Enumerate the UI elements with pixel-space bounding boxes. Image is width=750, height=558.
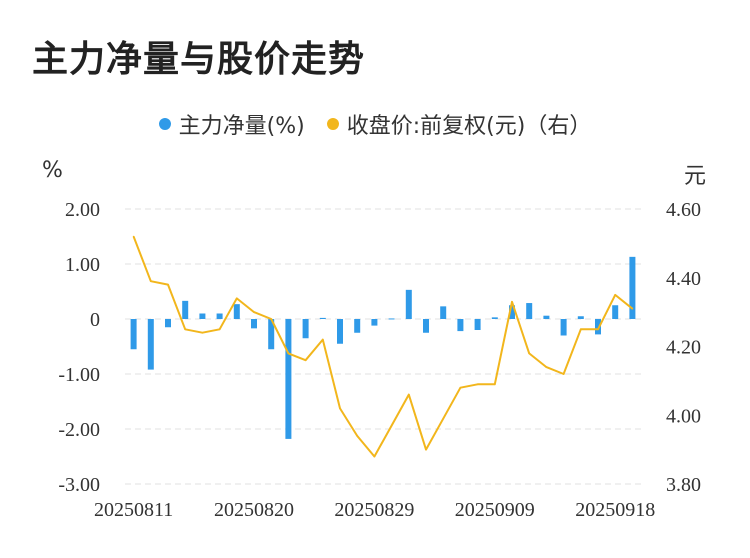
bar (543, 315, 550, 319)
price-point (545, 366, 548, 368)
bar (577, 316, 584, 319)
price-point (597, 328, 599, 331)
left-tick-label: 1.00 (65, 254, 100, 276)
price-point (167, 283, 169, 286)
bar (560, 319, 567, 336)
right-tick-label: 4.00 (666, 405, 701, 427)
left-tick-label: -2.00 (58, 419, 100, 441)
price-point (631, 307, 634, 310)
price-point (356, 435, 359, 437)
right-axis-unit: 元 (684, 164, 707, 189)
bar (165, 319, 171, 328)
price-point (408, 393, 410, 396)
right-tick-label: 4.20 (666, 337, 701, 359)
bar (474, 319, 481, 330)
bar (233, 304, 240, 319)
left-axis-unit: % (42, 158, 63, 183)
legend-line-label: 收盘价:前复权(元)（右） (346, 114, 592, 139)
price-point (132, 235, 135, 238)
bar (182, 300, 189, 319)
bar (595, 319, 601, 335)
price-point (270, 318, 273, 320)
legend-bar-label: 主力净量(%) (178, 114, 305, 139)
bar (130, 319, 137, 350)
price-point (511, 301, 513, 303)
price-point (459, 386, 462, 389)
right-tick-label: 4.40 (666, 268, 701, 290)
left-tick-label: 2.00 (65, 199, 100, 221)
legend-line-swatch-icon (326, 118, 339, 130)
price-point (322, 338, 324, 341)
legend-item-line[interactable]: 收盘价:前复权(元)（右） (326, 108, 592, 140)
price-point (442, 417, 445, 420)
bar (147, 319, 154, 370)
price-point (528, 352, 530, 355)
bar (199, 313, 206, 319)
price-point (373, 455, 376, 458)
x-tick-label: 20250820 (214, 499, 294, 521)
price-point (425, 448, 427, 451)
bar (440, 306, 447, 319)
bar (216, 313, 223, 319)
legend: 主力净量(%) 收盘价:前复权(元)（右） (0, 108, 750, 140)
price-point (614, 294, 616, 296)
price-point (253, 311, 255, 313)
bar (251, 319, 257, 329)
price-point (236, 297, 238, 300)
bar (612, 305, 619, 319)
legend-item-bar[interactable]: 主力净量(%) (158, 108, 305, 140)
left-tick-label: -1.00 (58, 364, 100, 386)
price-point (184, 328, 186, 331)
right-tick-label: 4.60 (666, 199, 701, 221)
bar (509, 305, 515, 319)
bar (405, 289, 412, 319)
left-tick-label: 0 (90, 309, 100, 331)
price-point (390, 424, 393, 427)
bar (285, 319, 292, 439)
bar (268, 319, 275, 350)
price-point (562, 373, 565, 375)
chart-title: 主力净量与股价走势 (32, 39, 366, 80)
bar (319, 317, 326, 319)
bar (491, 317, 498, 319)
price-point (476, 383, 479, 386)
right-tick-label: 3.80 (666, 474, 701, 496)
bar (423, 319, 429, 333)
legend-bar-swatch-icon (158, 118, 171, 130)
x-tick-label: 20250829 (334, 499, 414, 521)
price-line (132, 236, 634, 458)
bar (337, 319, 343, 344)
bar (457, 319, 464, 332)
x-tick-label: 20250918 (575, 499, 655, 521)
price-point (339, 407, 341, 410)
bar (629, 256, 636, 319)
price-point (201, 331, 204, 334)
bar (526, 303, 533, 319)
price-point (304, 359, 307, 362)
x-tick-label: 20250909 (455, 499, 535, 521)
bar (371, 319, 378, 326)
left-tick-label: -3.00 (58, 474, 100, 496)
price-point (494, 383, 496, 386)
price-point (218, 328, 221, 331)
bar (302, 319, 309, 339)
bar (388, 318, 395, 320)
price-point (580, 328, 582, 331)
price-point (287, 352, 290, 355)
x-tick-label: 20250811 (94, 499, 173, 521)
bar (354, 319, 361, 333)
price-point (150, 280, 152, 282)
